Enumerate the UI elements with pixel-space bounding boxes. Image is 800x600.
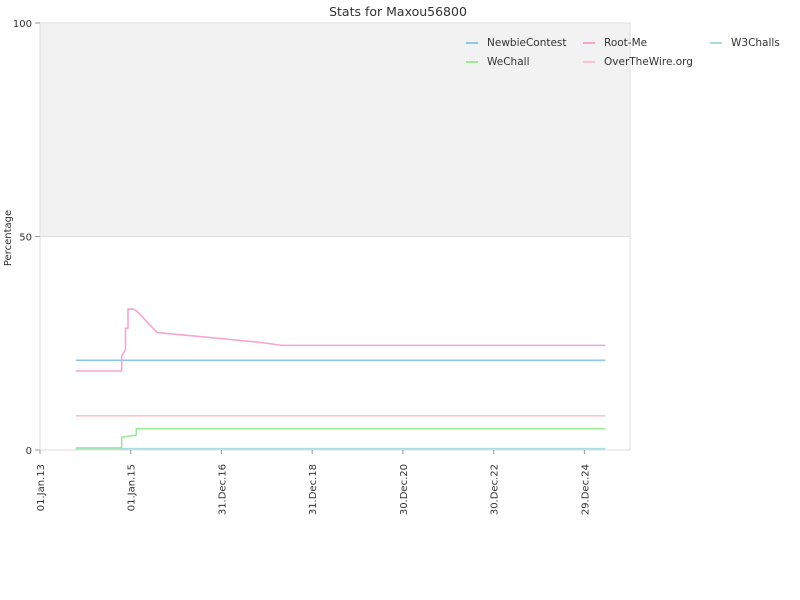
y-tick-label: 0 [26, 446, 32, 457]
legend-item[interactable]: W3Challs [710, 37, 780, 49]
legend-label: W3Challs [731, 37, 780, 49]
x-tick-label: 01.Jan.13 [36, 464, 47, 511]
legend-item[interactable]: WeChall [466, 56, 529, 68]
legend-item[interactable]: OverTheWire.org [583, 56, 693, 68]
legend-item[interactable]: Root-Me [583, 37, 647, 49]
y-tick-label: 50 [19, 233, 32, 244]
x-tick-label: 29.Dec.24 [580, 464, 591, 515]
y-axis: 0 50 100 [13, 19, 40, 457]
background-band [40, 23, 630, 237]
legend-label: NewbieContest [487, 37, 567, 49]
chart-title: Stats for Maxou56800 [329, 4, 467, 19]
legend-label: Root-Me [604, 37, 647, 49]
legend[interactable]: NewbieContest Root-Me W3Challs WeChall OverT… [466, 37, 780, 68]
x-tick-label: 01.Jan.15 [127, 464, 138, 511]
x-tick-label: 30.Dec.22 [490, 464, 501, 515]
x-tick-label: 30.Dec.20 [399, 464, 410, 515]
x-axis: 01.Jan.13 01.Jan.15 31.Dec.16 31.Dec.18 30.D… [36, 450, 591, 515]
legend-label: OverTheWire.org [604, 56, 693, 68]
background-bands [40, 23, 630, 237]
x-tick-label: 31.Dec.18 [308, 464, 319, 515]
legend-label: WeChall [487, 56, 529, 68]
series-lines [75, 308, 606, 450]
y-axis-label: Percentage [3, 210, 14, 266]
series-line-root-me [75, 308, 606, 372]
y-tick-label: 100 [13, 19, 32, 30]
x-tick-label: 31.Dec.16 [217, 464, 228, 515]
series-line-wechall [75, 427, 606, 449]
legend-item[interactable]: NewbieContest [466, 37, 567, 49]
